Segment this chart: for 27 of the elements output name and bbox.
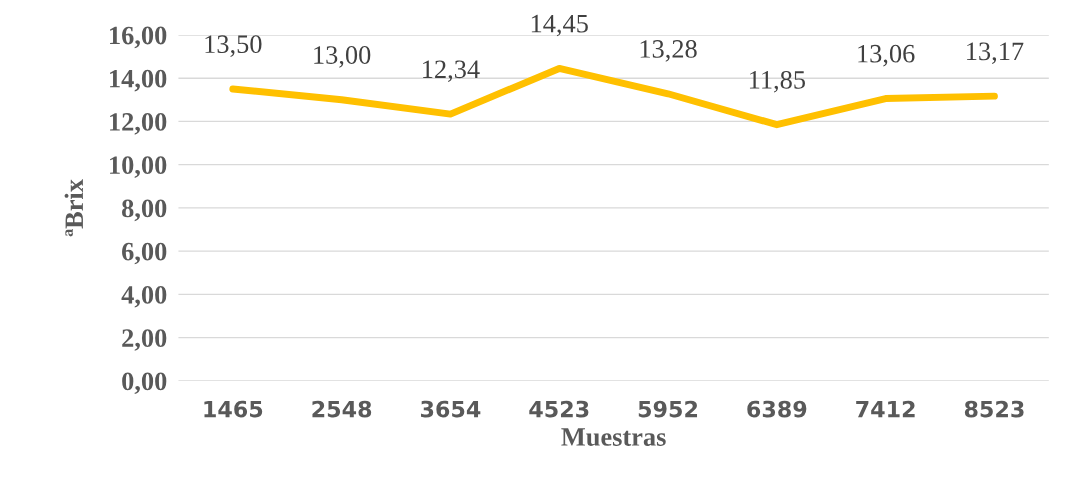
data-label: 11,85 (749, 70, 805, 93)
y-tick-label: 2,00 (122, 329, 167, 351)
data-label: 13,28 (640, 40, 697, 62)
x-tick-label: 8523 (964, 400, 1024, 418)
y-tick-label: 4,00 (121, 285, 167, 308)
y-tick-label: 6,00 (122, 242, 167, 265)
data-label: 12,34 (423, 60, 480, 82)
y-tick-label: 16,00 (110, 26, 167, 49)
y-axis-title: ªBrix (64, 179, 83, 237)
y-tick-label: 14,00 (110, 69, 167, 92)
data-label: 13,50 (205, 35, 262, 57)
data-label: 13,00 (314, 46, 371, 68)
x-axis-title: Muestras (561, 428, 666, 446)
y-tick-label: 10,00 (110, 156, 167, 178)
y-tick-label: 0,00 (122, 372, 167, 395)
x-tick-label: 2548 (312, 400, 372, 418)
y-tick-label: 8,00 (122, 199, 167, 222)
data-label: 14,45 (531, 14, 588, 37)
y-tick-label: 12,00 (110, 113, 167, 135)
x-tick-label: 4523 (529, 400, 589, 418)
data-label: 13,17 (967, 42, 1024, 65)
x-tick-label: 1465 (204, 400, 263, 418)
x-tick-label: 6389 (747, 400, 807, 418)
x-tick-label: 5952 (638, 400, 698, 418)
x-tick-label: 3654 (420, 400, 481, 418)
data-label: 13,06 (858, 44, 915, 67)
x-tick-label: 7412 (856, 400, 915, 418)
